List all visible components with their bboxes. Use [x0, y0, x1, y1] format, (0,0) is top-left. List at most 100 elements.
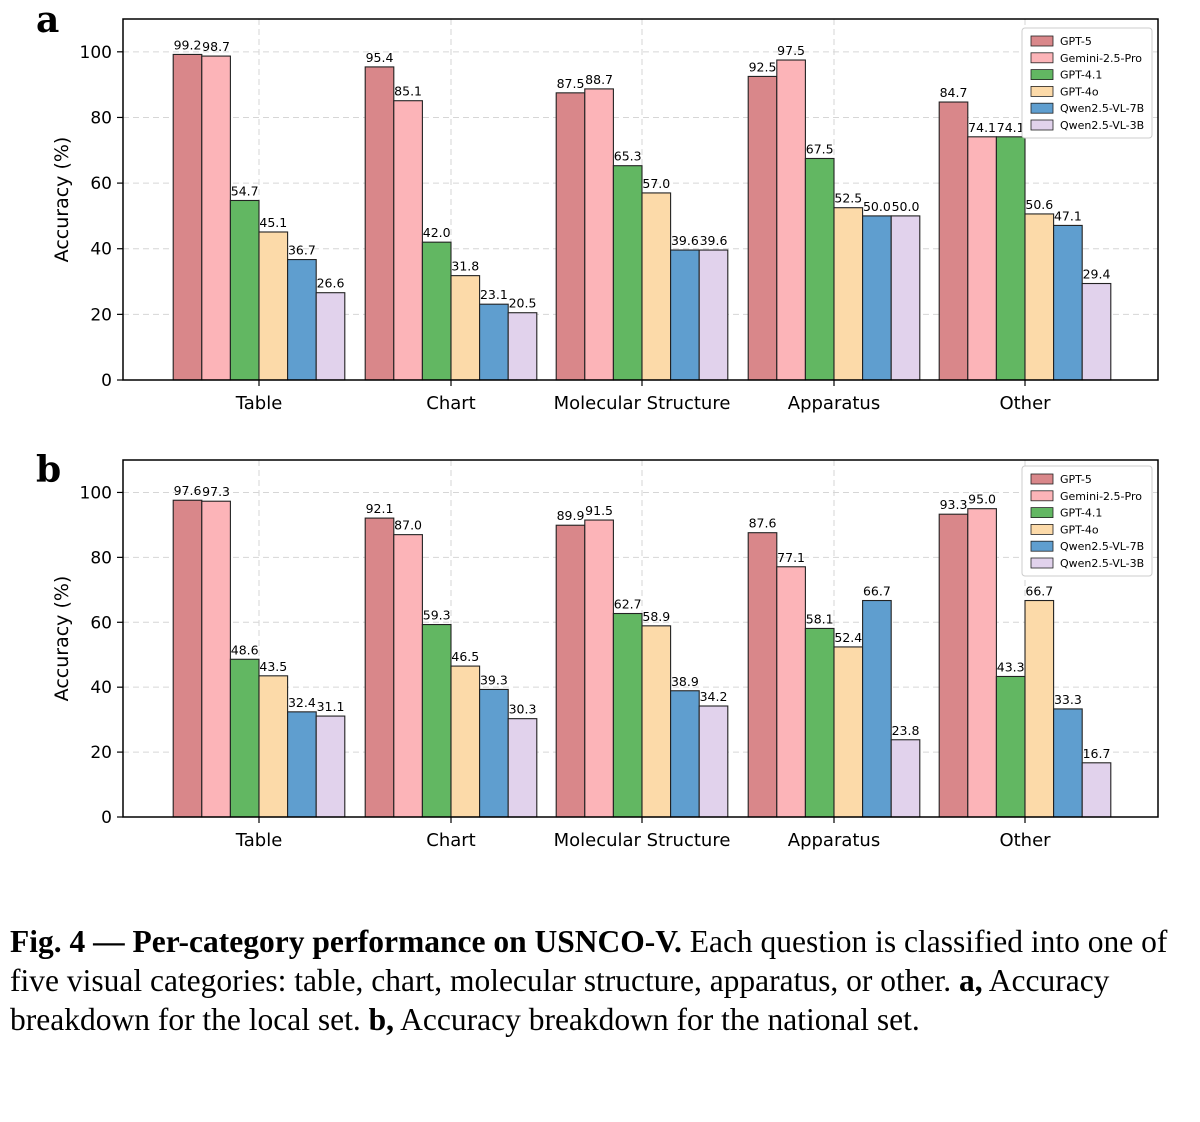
bar [804, 157, 835, 381]
data-label: 74.1 [997, 120, 1025, 135]
bar [450, 665, 481, 818]
data-label: 16.7 [1083, 746, 1111, 761]
data-label: 89.9 [557, 508, 585, 523]
data-label: 26.6 [317, 276, 345, 291]
legend-label: Qwen2.5-VL-7B [1060, 102, 1144, 115]
legend-swatch [1030, 473, 1054, 485]
y-tick-label: 0 [101, 371, 112, 391]
x-tick-label: Other [999, 393, 1051, 414]
data-label: 45.1 [259, 215, 287, 230]
x-tick-label: Apparatus [788, 830, 880, 851]
data-label: 52.4 [834, 630, 862, 645]
bar [670, 690, 700, 818]
y-tick-label: 0 [101, 808, 112, 828]
data-label: 43.3 [997, 659, 1025, 674]
bar [258, 231, 289, 381]
bar [584, 88, 614, 381]
y-tick-label: 80 [90, 548, 112, 568]
legend-swatch [1030, 557, 1054, 569]
bar [1053, 224, 1083, 381]
bar [1024, 599, 1055, 818]
y-axis-title: Accuracy (%) [51, 137, 73, 263]
data-label: 91.5 [585, 503, 613, 518]
y-tick-label: 60 [90, 613, 112, 633]
bar [776, 566, 806, 818]
bar [862, 215, 892, 381]
x-tick-label: Other [999, 830, 1051, 851]
bar [698, 249, 729, 381]
data-label: 95.4 [366, 50, 394, 65]
bar [967, 508, 997, 818]
data-label: 29.4 [1083, 267, 1111, 282]
data-label: 87.0 [394, 518, 422, 533]
legend-label: Qwen2.5-VL-3B [1060, 119, 1144, 132]
x-tick-label: Table [235, 830, 283, 851]
panel-letter-b: b [36, 449, 61, 491]
legend-label: GPT-5 [1060, 473, 1092, 486]
bar [1053, 708, 1083, 818]
bar [393, 534, 423, 818]
caption-text-b: Accuracy breakdown for the national set. [394, 1002, 920, 1037]
legend-box [1021, 465, 1153, 577]
data-label: 39.6 [671, 233, 699, 248]
bar [479, 688, 509, 818]
legend-label: GPT-4.1 [1060, 69, 1102, 82]
legend-swatch [1030, 119, 1054, 131]
bar [967, 136, 997, 381]
plot-frame [122, 18, 1159, 381]
bar [890, 215, 921, 381]
legend-swatch [1030, 35, 1054, 47]
data-label: 33.3 [1054, 692, 1082, 707]
data-label: 54.7 [231, 183, 259, 198]
data-label: 50.6 [1025, 197, 1053, 212]
data-label: 50.0 [863, 199, 891, 214]
data-label: 39.3 [480, 672, 508, 687]
bar [804, 627, 835, 818]
bar [776, 59, 806, 381]
legend-label: GPT-5 [1060, 35, 1092, 48]
plot-frame [122, 459, 1159, 818]
legend-swatch [1030, 102, 1054, 114]
bar [612, 612, 643, 818]
bar [555, 524, 586, 818]
data-label: 46.5 [451, 649, 479, 664]
data-label: 43.5 [259, 659, 287, 674]
bar [862, 599, 892, 818]
y-tick-label: 40 [90, 240, 112, 260]
data-label: 52.5 [834, 191, 862, 206]
bar [641, 192, 672, 381]
bar [641, 625, 672, 818]
y-tick-label: 20 [90, 743, 112, 763]
bar [612, 165, 643, 381]
data-label: 92.5 [749, 59, 777, 74]
y-tick-label: 100 [80, 43, 112, 63]
bar [555, 92, 586, 381]
bar [364, 66, 395, 381]
data-label: 65.3 [614, 149, 642, 164]
bar [258, 675, 289, 818]
data-label: 32.4 [288, 695, 316, 710]
bar [938, 513, 969, 818]
legend-swatch [1030, 86, 1054, 97]
data-label: 84.7 [940, 85, 968, 100]
data-label: 98.7 [202, 39, 230, 54]
bar [1024, 213, 1055, 381]
data-label: 85.1 [394, 84, 422, 99]
caption-title: Fig. 4 — Per-category performance on USN… [10, 924, 682, 959]
panel-letter-a: a [36, 0, 59, 41]
caption-label-b: b, [368, 1002, 395, 1037]
legend-label: Gemini-2.5-Pro [1060, 490, 1142, 503]
legend-label: GPT-4o [1060, 523, 1099, 536]
data-label: 23.1 [480, 287, 508, 302]
bar [747, 75, 778, 381]
data-label: 34.2 [700, 689, 728, 704]
bar [479, 303, 509, 381]
data-label: 87.5 [557, 76, 585, 91]
data-label: 67.5 [806, 141, 834, 156]
caption-text-a: Accuracy breakdown for the local set. [10, 963, 1110, 1037]
bar [393, 100, 423, 381]
bar [747, 532, 778, 818]
bar [507, 718, 538, 818]
bar [833, 646, 864, 818]
bar [507, 312, 538, 381]
